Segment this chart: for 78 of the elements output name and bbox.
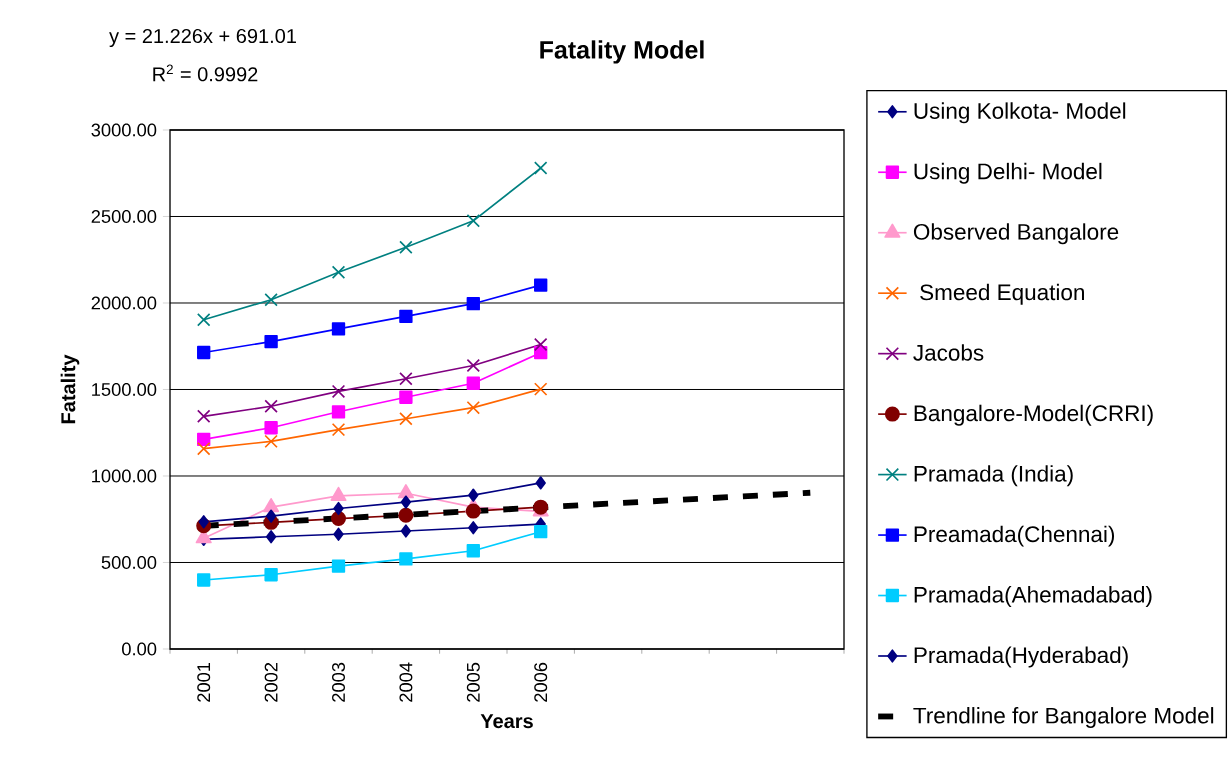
y-tick-label: 2000.00	[91, 296, 157, 310]
point	[264, 421, 278, 435]
point	[265, 530, 277, 544]
point	[264, 568, 278, 582]
point	[265, 509, 277, 523]
point	[399, 390, 413, 404]
point	[331, 405, 346, 419]
point	[533, 161, 548, 175]
point	[196, 313, 211, 327]
point	[399, 411, 413, 426]
legend-label: Jacobs	[913, 344, 984, 361]
point	[197, 345, 211, 360]
y-axis-title: Fatality	[60, 354, 80, 424]
point	[398, 507, 414, 523]
point	[198, 515, 209, 529]
point	[468, 488, 479, 502]
point	[466, 376, 480, 390]
x-tick-label: 2005	[466, 662, 480, 702]
legend-label: Trendline for Bangalore Model	[913, 707, 1214, 729]
point	[466, 358, 481, 373]
point	[197, 573, 211, 587]
point	[466, 544, 480, 558]
x-axis-title: Years	[480, 714, 533, 729]
point	[331, 559, 346, 573]
point	[331, 384, 346, 399]
legend-label: Observed Bangalore	[913, 223, 1119, 245]
point	[264, 292, 278, 307]
point	[534, 525, 548, 539]
legend-label: Pramada(Ahemadabad)	[914, 586, 1152, 608]
point	[399, 309, 413, 323]
point	[399, 552, 413, 566]
x-tick-label: 2004	[399, 662, 413, 702]
point	[535, 476, 546, 490]
x-tick-label: 2002	[264, 662, 278, 702]
legend-label: Pramada (India)	[914, 465, 1073, 487]
point	[399, 240, 413, 255]
legend-label: Using Kolkota- Model	[914, 102, 1126, 124]
legend-label: Bangalore-Model(CRRI)	[914, 404, 1153, 426]
point	[466, 297, 480, 311]
point	[331, 322, 346, 336]
y-tick-label: 500.00	[101, 556, 157, 569]
x-tick-label: 2001	[197, 662, 211, 702]
point	[400, 495, 412, 509]
point	[533, 337, 548, 352]
point	[331, 265, 346, 279]
legend-label: Using Delhi- Model	[914, 162, 1102, 184]
point	[534, 278, 548, 292]
chart-title: Fatality Model	[540, 40, 704, 64]
point	[196, 409, 211, 424]
point	[466, 214, 481, 228]
x-tick-label: 2003	[332, 662, 345, 702]
point	[264, 399, 278, 413]
point	[331, 511, 347, 527]
y-tick-label: 1000.00	[92, 469, 157, 483]
point	[264, 434, 278, 449]
point	[333, 501, 344, 516]
point	[331, 422, 346, 437]
point	[397, 484, 414, 499]
point	[468, 521, 479, 535]
y-tick-label: 3000.00	[91, 123, 157, 137]
point	[263, 497, 280, 513]
y-tick-label: 1500.00	[92, 383, 157, 396]
legend-label: Preamada(Chennai)	[914, 525, 1115, 547]
legend-label: Pramada(Hyderabad)	[914, 646, 1128, 668]
y-tick-label: 2500.00	[91, 210, 157, 223]
text: R$^{2}$ = 0.9992	[153, 64, 258, 82]
point	[466, 400, 481, 415]
x-tick-label: 2006	[534, 662, 548, 702]
point	[400, 524, 412, 538]
point	[465, 503, 481, 519]
legend-label: Smeed Equation	[920, 283, 1084, 305]
point	[533, 382, 548, 396]
text: y = 21.226x + 691.01	[109, 28, 296, 48]
point	[196, 441, 211, 456]
y-tick-label: 0.00	[122, 642, 157, 656]
point	[333, 527, 344, 541]
point	[264, 334, 278, 349]
point	[399, 372, 413, 386]
